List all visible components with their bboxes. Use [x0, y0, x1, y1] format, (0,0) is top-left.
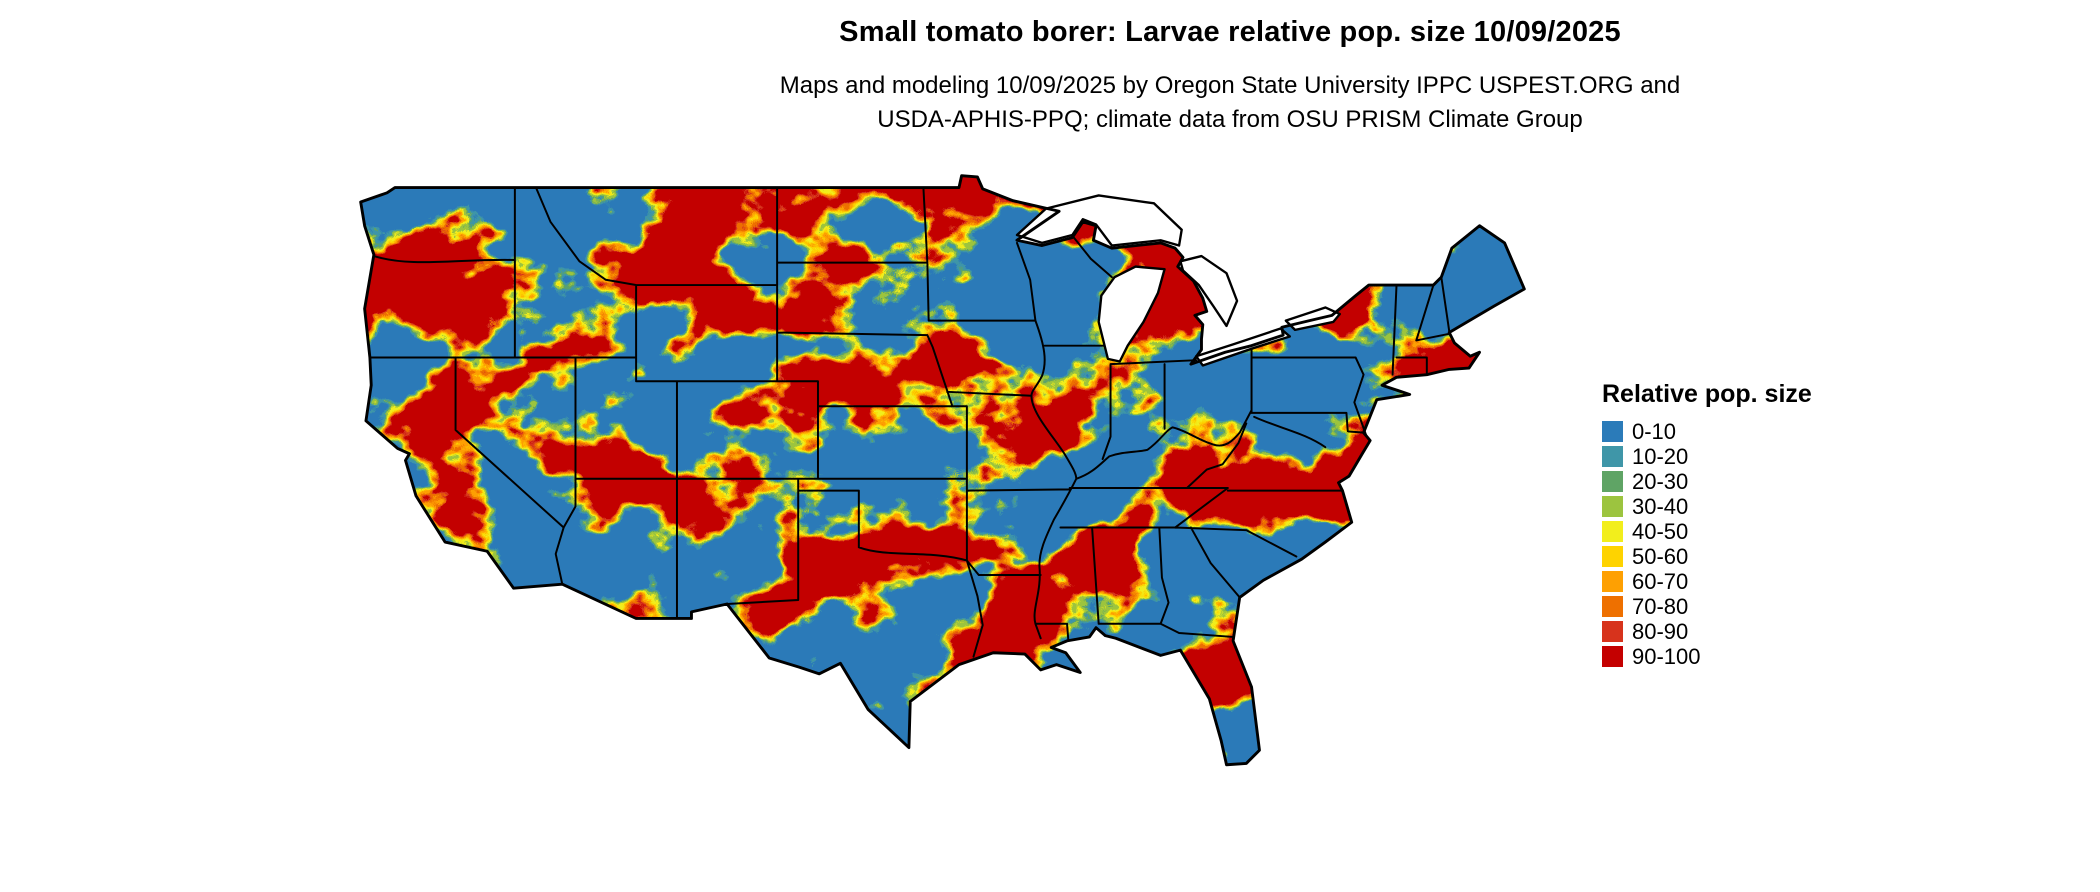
- legend-item: 50-60: [1602, 544, 1812, 569]
- legend-item: 40-50: [1602, 519, 1812, 544]
- legend-label: 20-30: [1632, 468, 1689, 494]
- map-subtitle-line1: Maps and modeling 10/09/2025 by Oregon S…: [779, 72, 1681, 99]
- legend-item: 20-30: [1602, 469, 1812, 494]
- legend-label: 30-40: [1632, 493, 1689, 519]
- legend-label: 10-20: [1632, 443, 1689, 469]
- legend-label: 90-100: [1632, 643, 1701, 669]
- legend-title: Relative pop. size: [1602, 380, 1812, 408]
- legend-label: 60-70: [1632, 568, 1689, 594]
- legend-swatch: [1602, 421, 1623, 442]
- legend-item: 30-40: [1602, 494, 1812, 519]
- legend-items: 0-10 10-20 20-30 30-40 40-50 50-60 60-70…: [1602, 419, 1812, 669]
- header: Small tomato borer: Larvae relative pop.…: [360, 16, 2100, 136]
- lake-superior: [1015, 194, 1183, 247]
- legend: Relative pop. size 0-10 10-20 20-30 30-4…: [1602, 380, 1812, 669]
- legend-swatch: [1602, 571, 1623, 592]
- lake-michigan: [1097, 265, 1166, 363]
- legend-item: 0-10: [1602, 419, 1812, 444]
- legend-swatch: [1602, 596, 1623, 617]
- state-borders: [368, 186, 1451, 658]
- legend-label: 70-80: [1632, 593, 1689, 619]
- us-outline: [359, 174, 1526, 767]
- legend-item: 90-100: [1602, 644, 1812, 669]
- legend-label: 0-10: [1632, 418, 1677, 444]
- legend-swatch: [1602, 521, 1623, 542]
- us-map-svg: [359, 174, 1526, 767]
- legend-swatch: [1602, 646, 1623, 667]
- legend-label: 40-50: [1632, 518, 1689, 544]
- legend-label: 50-60: [1632, 543, 1689, 569]
- legend-label: 80-90: [1632, 618, 1689, 644]
- legend-swatch: [1602, 446, 1623, 467]
- map-subtitle-line2: USDA-APHIS-PPQ; climate data from OSU PR…: [877, 105, 1583, 133]
- map-title: Small tomato borer: Larvae relative pop.…: [839, 16, 1621, 48]
- legend-swatch: [1602, 546, 1623, 567]
- legend-swatch: [1602, 471, 1623, 492]
- raster-layer: [360, 175, 1525, 765]
- legend-item: 70-80: [1602, 594, 1812, 619]
- us-map: [255, 148, 1547, 886]
- legend-item: 60-70: [1602, 569, 1812, 594]
- legend-item: 10-20: [1602, 444, 1812, 469]
- map-subtitle: Maps and modeling 10/09/2025 by Oregon S…: [360, 69, 2100, 136]
- legend-item: 80-90: [1602, 619, 1812, 644]
- legend-swatch: [1602, 621, 1623, 642]
- legend-swatch: [1602, 496, 1623, 517]
